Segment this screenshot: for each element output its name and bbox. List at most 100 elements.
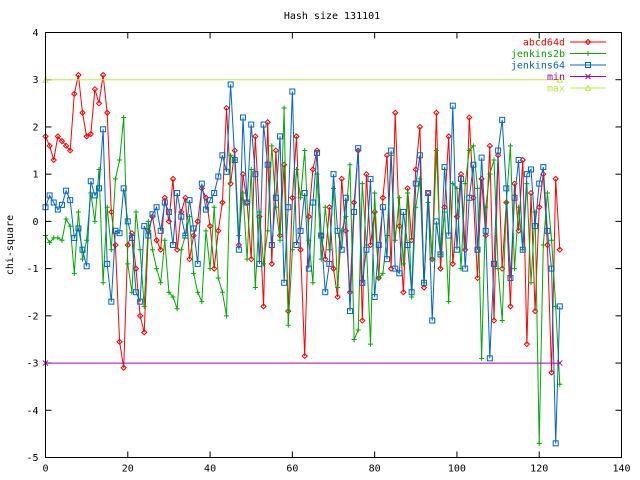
data-point-abcd64d [523, 340, 531, 348]
data-point-jenkins2b [149, 247, 155, 253]
data-point-abcd64d [182, 194, 189, 201]
data-point-abcd64d [322, 255, 329, 263]
data-point-max [556, 76, 564, 83]
data-point-jenkins64 [219, 152, 226, 159]
data-point-jenkins64 [161, 199, 168, 206]
data-point-abcd64d [112, 241, 119, 249]
data-point-jenkins64 [252, 171, 259, 178]
data-point-jenkins64 [87, 178, 94, 185]
legend-label-jenkins2b: jenkins2b [511, 49, 565, 60]
legend-label-abcd64d: abcd64d [523, 38, 565, 49]
series-max [42, 76, 564, 83]
data-point-abcd64d [272, 147, 280, 154]
data-point-abcd64d [104, 109, 111, 116]
data-point-jenkins64 [120, 185, 127, 192]
data-point-jenkins64 [100, 126, 107, 133]
data-point-jenkins2b [446, 299, 452, 305]
data-point-jenkins64 [441, 164, 448, 171]
data-point-jenkins64 [408, 289, 415, 296]
data-point-abcd64d [157, 246, 164, 253]
data-point-abcd64d [99, 71, 107, 79]
data-point-abcd64d [75, 71, 82, 79]
data-point-jenkins2b [322, 204, 328, 210]
data-point-jenkins64 [462, 265, 469, 272]
data-point-jenkins64 [194, 260, 201, 267]
data-point-abcd64d [210, 265, 218, 272]
data-point-jenkins64 [367, 175, 374, 182]
data-point-jenkins2b [310, 280, 316, 286]
data-point-jenkins2b [244, 256, 250, 262]
data-point-jenkins64 [486, 355, 493, 362]
x-tick-label: 0 [42, 464, 48, 475]
data-point-jenkins64 [536, 180, 543, 187]
data-point-jenkins2b [252, 285, 258, 290]
series-min [42, 360, 563, 366]
data-point-jenkins64 [190, 225, 197, 232]
data-point-abcd64d [169, 175, 177, 183]
x-tick-label: 20 [122, 464, 134, 475]
data-point-jenkins64 [404, 242, 411, 248]
data-point-jenkins64 [466, 194, 473, 201]
data-point-jenkins2b [462, 181, 468, 187]
data-point-jenkins2b [335, 285, 341, 290]
data-point-jenkins2b [117, 157, 123, 163]
data-point-jenkins64 [215, 173, 222, 180]
data-point-abcd64d [420, 284, 428, 291]
data-point-abcd64d [297, 246, 304, 253]
data-point-jenkins64 [322, 289, 329, 296]
data-point-jenkins64 [277, 133, 284, 140]
plot-frame [45, 32, 622, 458]
data-point-abcd64d [301, 352, 308, 360]
data-point-jenkins2b [108, 247, 114, 253]
data-point-jenkins64 [416, 152, 423, 159]
y-tick-label: 3 [32, 75, 38, 86]
legend-label-jenkins64: jenkins64 [511, 61, 565, 72]
data-point-abcd64d [248, 255, 255, 263]
data-point-abcd64d [367, 241, 374, 249]
data-point-abcd64d [330, 265, 337, 272]
data-point-abcd64d [359, 317, 366, 324]
data-point-jenkins64 [396, 270, 403, 277]
data-point-abcd64d [445, 133, 452, 140]
legend-label-max: max [547, 84, 565, 95]
data-point-jenkins64 [388, 147, 395, 154]
data-point-jenkins64 [383, 256, 390, 263]
data-point-jenkins64 [272, 194, 279, 201]
legend-marker-max [584, 84, 592, 91]
data-point-jenkins2b [289, 247, 295, 253]
chart-title: Hash size 131101 [284, 11, 380, 22]
data-point-jenkins2b [470, 143, 476, 149]
data-point-abcd64d [62, 142, 70, 150]
data-point-abcd64d [120, 364, 127, 371]
x-tick-label: 60 [286, 464, 298, 475]
data-point-jenkins2b [503, 200, 509, 205]
data-point-abcd64d [552, 175, 559, 183]
data-point-jenkins2b [372, 190, 378, 196]
series-layer [42, 71, 564, 447]
data-point-jenkins2b [47, 240, 53, 246]
data-point-jenkins64 [46, 192, 53, 199]
data-point-abcd64d [165, 218, 173, 225]
data-point-jenkins2b [450, 181, 456, 187]
data-point-jenkins64 [445, 232, 452, 239]
data-point-jenkins2b [166, 289, 172, 295]
legend-marker-min [585, 73, 591, 80]
data-point-jenkins2b [405, 190, 411, 196]
data-point-abcd64d [400, 289, 407, 296]
data-point-jenkins64 [458, 175, 465, 182]
data-point-jenkins64 [128, 234, 135, 241]
data-point-jenkins64 [470, 161, 477, 168]
data-point-jenkins64 [124, 218, 131, 225]
data-point-jenkins64 [79, 246, 86, 253]
data-point-jenkins2b [380, 270, 386, 276]
data-point-jenkins2b [491, 157, 497, 163]
data-point-abcd64d [215, 227, 222, 235]
data-point-jenkins64 [326, 260, 333, 267]
data-point-jenkins64 [351, 208, 358, 215]
data-point-jenkins64 [83, 263, 90, 270]
data-point-jenkins64 [499, 116, 506, 123]
data-point-jenkins64 [552, 440, 559, 447]
data-point-jenkins2b [355, 327, 361, 333]
x-tick-label: 120 [530, 464, 548, 475]
data-point-jenkins64 [108, 298, 115, 305]
